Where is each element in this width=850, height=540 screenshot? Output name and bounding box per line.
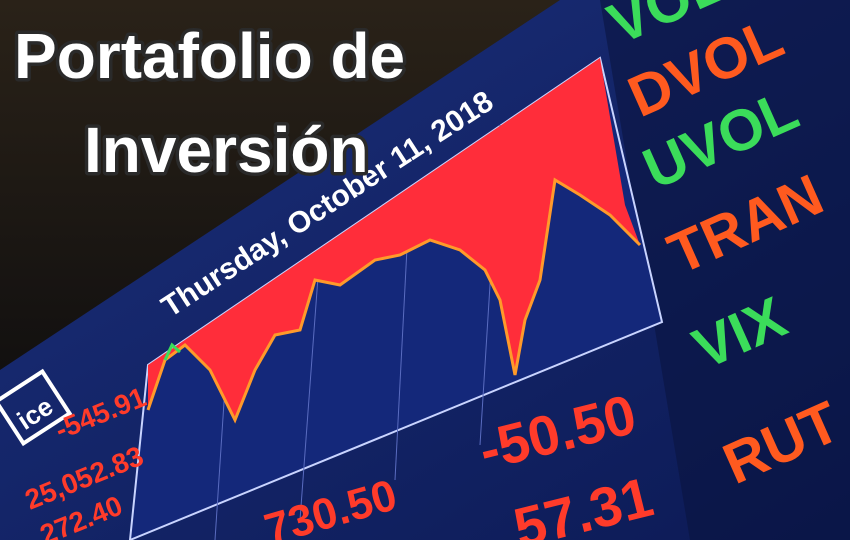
- chart-area: [148, 58, 640, 420]
- title-line: Inversión: [84, 114, 369, 186]
- screen-side: [600, 0, 850, 540]
- chart-line-up: [163, 342, 181, 361]
- chart-line: [146, 177, 642, 424]
- title-line: Portafolio de: [14, 20, 405, 92]
